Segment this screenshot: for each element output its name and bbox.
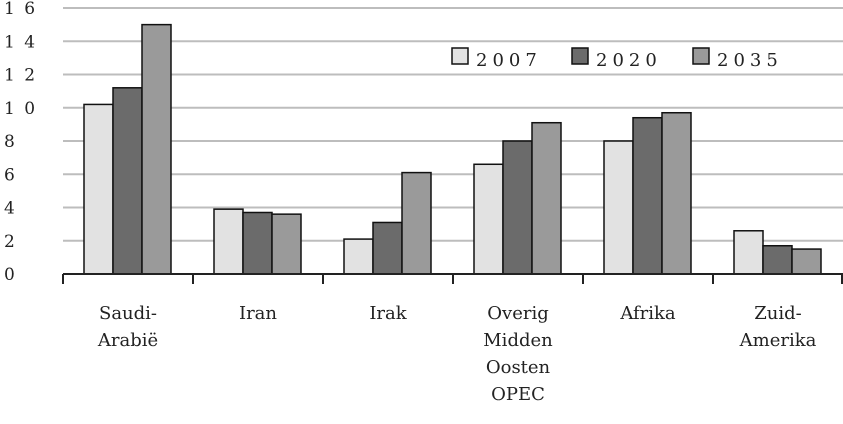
axes bbox=[62, 273, 843, 284]
bar-2007-5 bbox=[733, 230, 764, 275]
bar-2020-0 bbox=[112, 87, 143, 275]
category-label-line: Iran bbox=[239, 303, 277, 324]
bar-2007-4 bbox=[603, 140, 634, 275]
y-tick-labels: 0 2 4 6 8 1 0 1 2 1 4 1 6 bbox=[4, 0, 37, 285]
y-tick-label: 1 0 bbox=[4, 99, 37, 119]
category-label-line: OPEC bbox=[491, 384, 545, 405]
category-labels: Saudi- Arabië Iran Irak Overig Midden Oosten OP… bbox=[97, 303, 817, 405]
category-label: Iran bbox=[239, 303, 277, 324]
category-label: Zuid- Amerika bbox=[739, 303, 817, 351]
y-tick-label: 4 bbox=[4, 199, 17, 219]
category-label-line: Overig bbox=[487, 303, 548, 324]
legend-label-2007: 2007 bbox=[476, 50, 542, 71]
category-label-line: Zuid- bbox=[754, 303, 801, 324]
category-label-line: Arabië bbox=[97, 330, 158, 351]
legend-swatch-2007 bbox=[451, 47, 469, 65]
category-label: Saudi- Arabië bbox=[97, 303, 158, 351]
bar-2020-3 bbox=[502, 140, 533, 275]
bar-2007-0 bbox=[83, 103, 114, 275]
bar-2020-4 bbox=[632, 116, 663, 275]
legend-label-2020: 2020 bbox=[596, 50, 662, 71]
bar-2035-4 bbox=[661, 111, 692, 275]
category-label: Overig Midden Oosten OPEC bbox=[483, 303, 553, 405]
category-label: Afrika bbox=[619, 303, 676, 324]
gridlines bbox=[63, 7, 843, 242]
legend: 2007 2020 2035 bbox=[451, 47, 783, 71]
legend-swatch-2035 bbox=[692, 47, 710, 65]
category-label-line: Irak bbox=[369, 303, 407, 324]
bar-2020-1 bbox=[242, 211, 273, 275]
bar-2035-3 bbox=[531, 121, 562, 275]
category-label-line: Amerika bbox=[739, 330, 817, 351]
y-tick-label: 1 2 bbox=[4, 66, 37, 86]
y-tick-label: 6 bbox=[4, 165, 17, 185]
category-label-line: Oosten bbox=[486, 357, 551, 378]
legend-label-2035: 2035 bbox=[717, 50, 783, 71]
category-label: Irak bbox=[369, 303, 407, 324]
bar-2007-1 bbox=[213, 208, 244, 275]
bars bbox=[83, 23, 822, 275]
y-tick-label: 8 bbox=[4, 132, 17, 152]
bar-2007-2 bbox=[343, 238, 374, 275]
bar-2035-1 bbox=[271, 213, 302, 275]
y-tick-label: 2 bbox=[4, 232, 17, 252]
bar-2035-0 bbox=[141, 23, 172, 275]
bar-2007-3 bbox=[473, 163, 504, 275]
y-tick-label: 0 bbox=[4, 265, 17, 285]
category-label-line: Saudi- bbox=[99, 303, 157, 324]
y-tick-label: 1 6 bbox=[4, 0, 37, 19]
bar-2035-5 bbox=[791, 248, 822, 275]
bar-2020-2 bbox=[372, 221, 403, 275]
category-label-line: Midden bbox=[483, 330, 553, 351]
bar-2035-2 bbox=[401, 171, 432, 275]
bar-2020-5 bbox=[762, 244, 793, 275]
y-tick-label: 1 4 bbox=[4, 32, 37, 52]
category-label-line: Afrika bbox=[619, 303, 676, 324]
legend-swatch-2020 bbox=[571, 47, 589, 65]
